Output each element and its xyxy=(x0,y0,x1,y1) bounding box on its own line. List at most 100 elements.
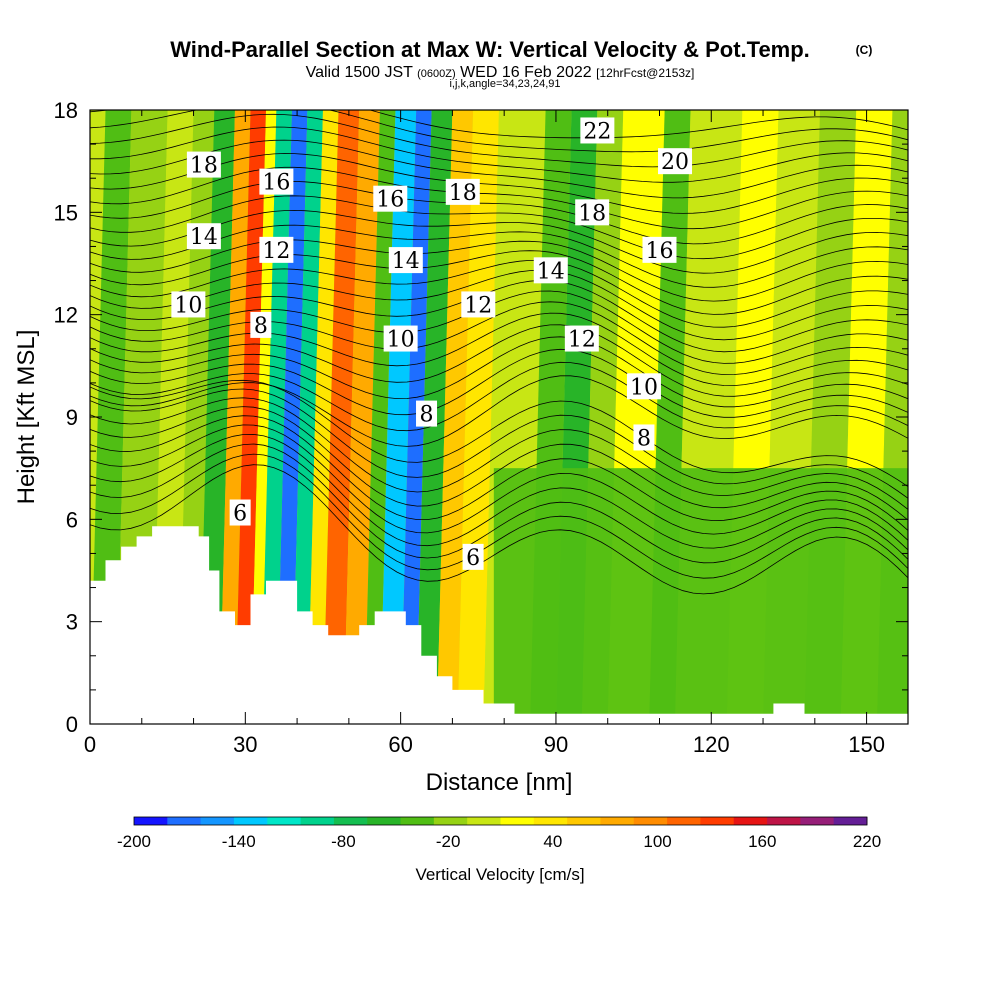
velocity-column xyxy=(90,110,132,724)
colorbar-swatch xyxy=(267,817,302,825)
contour-label-background xyxy=(186,151,221,178)
theta-contour xyxy=(90,224,908,288)
colorbar-tick-label: 220 xyxy=(853,832,881,851)
contour-label-text: 8 xyxy=(637,426,651,451)
x-tick-label: 30 xyxy=(233,732,257,757)
y-tick-label: 9 xyxy=(66,405,78,430)
theta-contour xyxy=(90,453,908,579)
theta-contour-label: 12 xyxy=(564,325,599,353)
contour-label-background xyxy=(186,223,221,250)
theta-contour xyxy=(90,260,908,328)
grid-indices: i,j,k,angle=34,23,24,91 xyxy=(449,78,560,90)
theta-contour-label: 16 xyxy=(642,236,677,264)
contour-label-text: 12 xyxy=(464,293,492,318)
theta-contour xyxy=(90,301,908,376)
colorbar-tick-label: -140 xyxy=(222,832,256,851)
colorbar-tick-label: -20 xyxy=(436,832,461,851)
terrain-mask xyxy=(90,526,908,724)
theta-contour-label: 18 xyxy=(445,178,480,206)
colorbar-swatch xyxy=(400,817,435,825)
theta-contour xyxy=(90,269,908,341)
contour-label-text: 14 xyxy=(392,249,420,274)
y-tick-label: 3 xyxy=(66,610,78,635)
contour-label-background xyxy=(564,325,599,352)
theta-contour xyxy=(90,279,908,353)
colorbar-frame xyxy=(133,816,868,826)
velocity-column xyxy=(436,110,474,724)
contour-label-text: 12 xyxy=(568,328,596,353)
theta-contour xyxy=(90,375,908,447)
velocity-column xyxy=(276,110,308,724)
contour-label-text: 8 xyxy=(254,314,268,339)
theta-contour-label: 16 xyxy=(259,168,294,196)
theta-contour xyxy=(90,336,908,408)
theta-contour xyxy=(90,139,908,199)
theta-contour xyxy=(90,290,908,364)
y-tick-label: 0 xyxy=(66,712,78,737)
theta-contour xyxy=(90,166,908,230)
theta-contour xyxy=(90,415,908,531)
terrain xyxy=(90,526,908,724)
velocity-column xyxy=(219,110,251,724)
colorbar-swatch xyxy=(367,817,402,825)
theta-contour xyxy=(90,209,908,274)
theta-contour xyxy=(90,324,908,397)
colorbar-swatch xyxy=(767,817,801,825)
theta-contour xyxy=(90,397,908,510)
theta-contour xyxy=(90,312,908,387)
theta-contour xyxy=(90,153,908,214)
theta-contour-label: 10 xyxy=(383,325,418,353)
theta-contour xyxy=(90,239,908,302)
x-tick-label: 150 xyxy=(848,732,885,757)
velocity-column xyxy=(291,110,323,724)
contour-label-background xyxy=(229,499,251,526)
theta-contour-label: 12 xyxy=(461,291,496,318)
chart-subtitle: Valid 1500 JST (0600Z) WED 16 Feb 2022 [… xyxy=(306,64,695,81)
colorbar-label: Vertical Velocity [cm/s] xyxy=(415,865,584,884)
contour-label-background xyxy=(445,178,480,205)
theta-contour-label: 10 xyxy=(626,373,661,400)
velocity-column xyxy=(364,110,396,724)
contour-label-text: 16 xyxy=(645,239,673,264)
colorbar-swatch xyxy=(833,817,868,825)
velocity-column xyxy=(250,110,277,724)
theta-contour-labels: 18 14 10 8 12 16 6 16 14 10 8 18 12 6 22 20 18 16 14 12 10 8 xyxy=(171,117,693,571)
velocity-column xyxy=(322,110,360,724)
theta-contour xyxy=(90,388,908,499)
theta-contour xyxy=(90,379,908,487)
theta-contour-label: 6 xyxy=(229,499,251,527)
y-tick-label: 18 xyxy=(54,98,78,123)
contour-label-background xyxy=(259,236,294,263)
colorbar-tick-label: -80 xyxy=(331,832,356,851)
x-axis-label: Distance [nm] xyxy=(426,769,573,796)
contour-label-background xyxy=(461,291,496,318)
contour-label-background xyxy=(533,257,568,284)
theta-contour-label: 14 xyxy=(186,223,221,250)
y-axis-label: Height [Kft MSL] xyxy=(13,330,40,505)
valid-time: Valid 1500 JST xyxy=(306,64,414,81)
theta-contour xyxy=(90,433,908,551)
contour-label-text: 16 xyxy=(376,188,404,213)
theta-contour-label: 14 xyxy=(533,257,568,284)
contour-label-background xyxy=(580,117,615,144)
theta-contour-label: 6 xyxy=(462,543,484,571)
colorbar-swatch xyxy=(134,817,168,825)
x-axis-ticks: 0 30 60 90 120 150 xyxy=(84,110,885,757)
contour-label-text: 20 xyxy=(661,150,689,175)
low-level-downdraft xyxy=(493,468,908,724)
colorbar-swatch xyxy=(800,817,835,825)
y-axis-ticks: 0 3 6 9 12 15 18 xyxy=(54,98,908,737)
valid-utc: (0600Z) xyxy=(417,68,456,80)
colorbar-swatch xyxy=(200,817,235,825)
velocity-column xyxy=(343,110,380,724)
theta-contour-label: 8 xyxy=(416,400,438,428)
x-tick-label: 60 xyxy=(388,732,412,757)
contour-label-background xyxy=(633,424,655,451)
theta-contours xyxy=(90,110,908,595)
colorbar-tick-label: 40 xyxy=(543,832,562,851)
theta-contour-label: 18 xyxy=(186,151,221,179)
colorbar-swatch xyxy=(733,817,768,825)
velocity-column xyxy=(234,110,267,724)
theta-contour xyxy=(90,406,908,521)
